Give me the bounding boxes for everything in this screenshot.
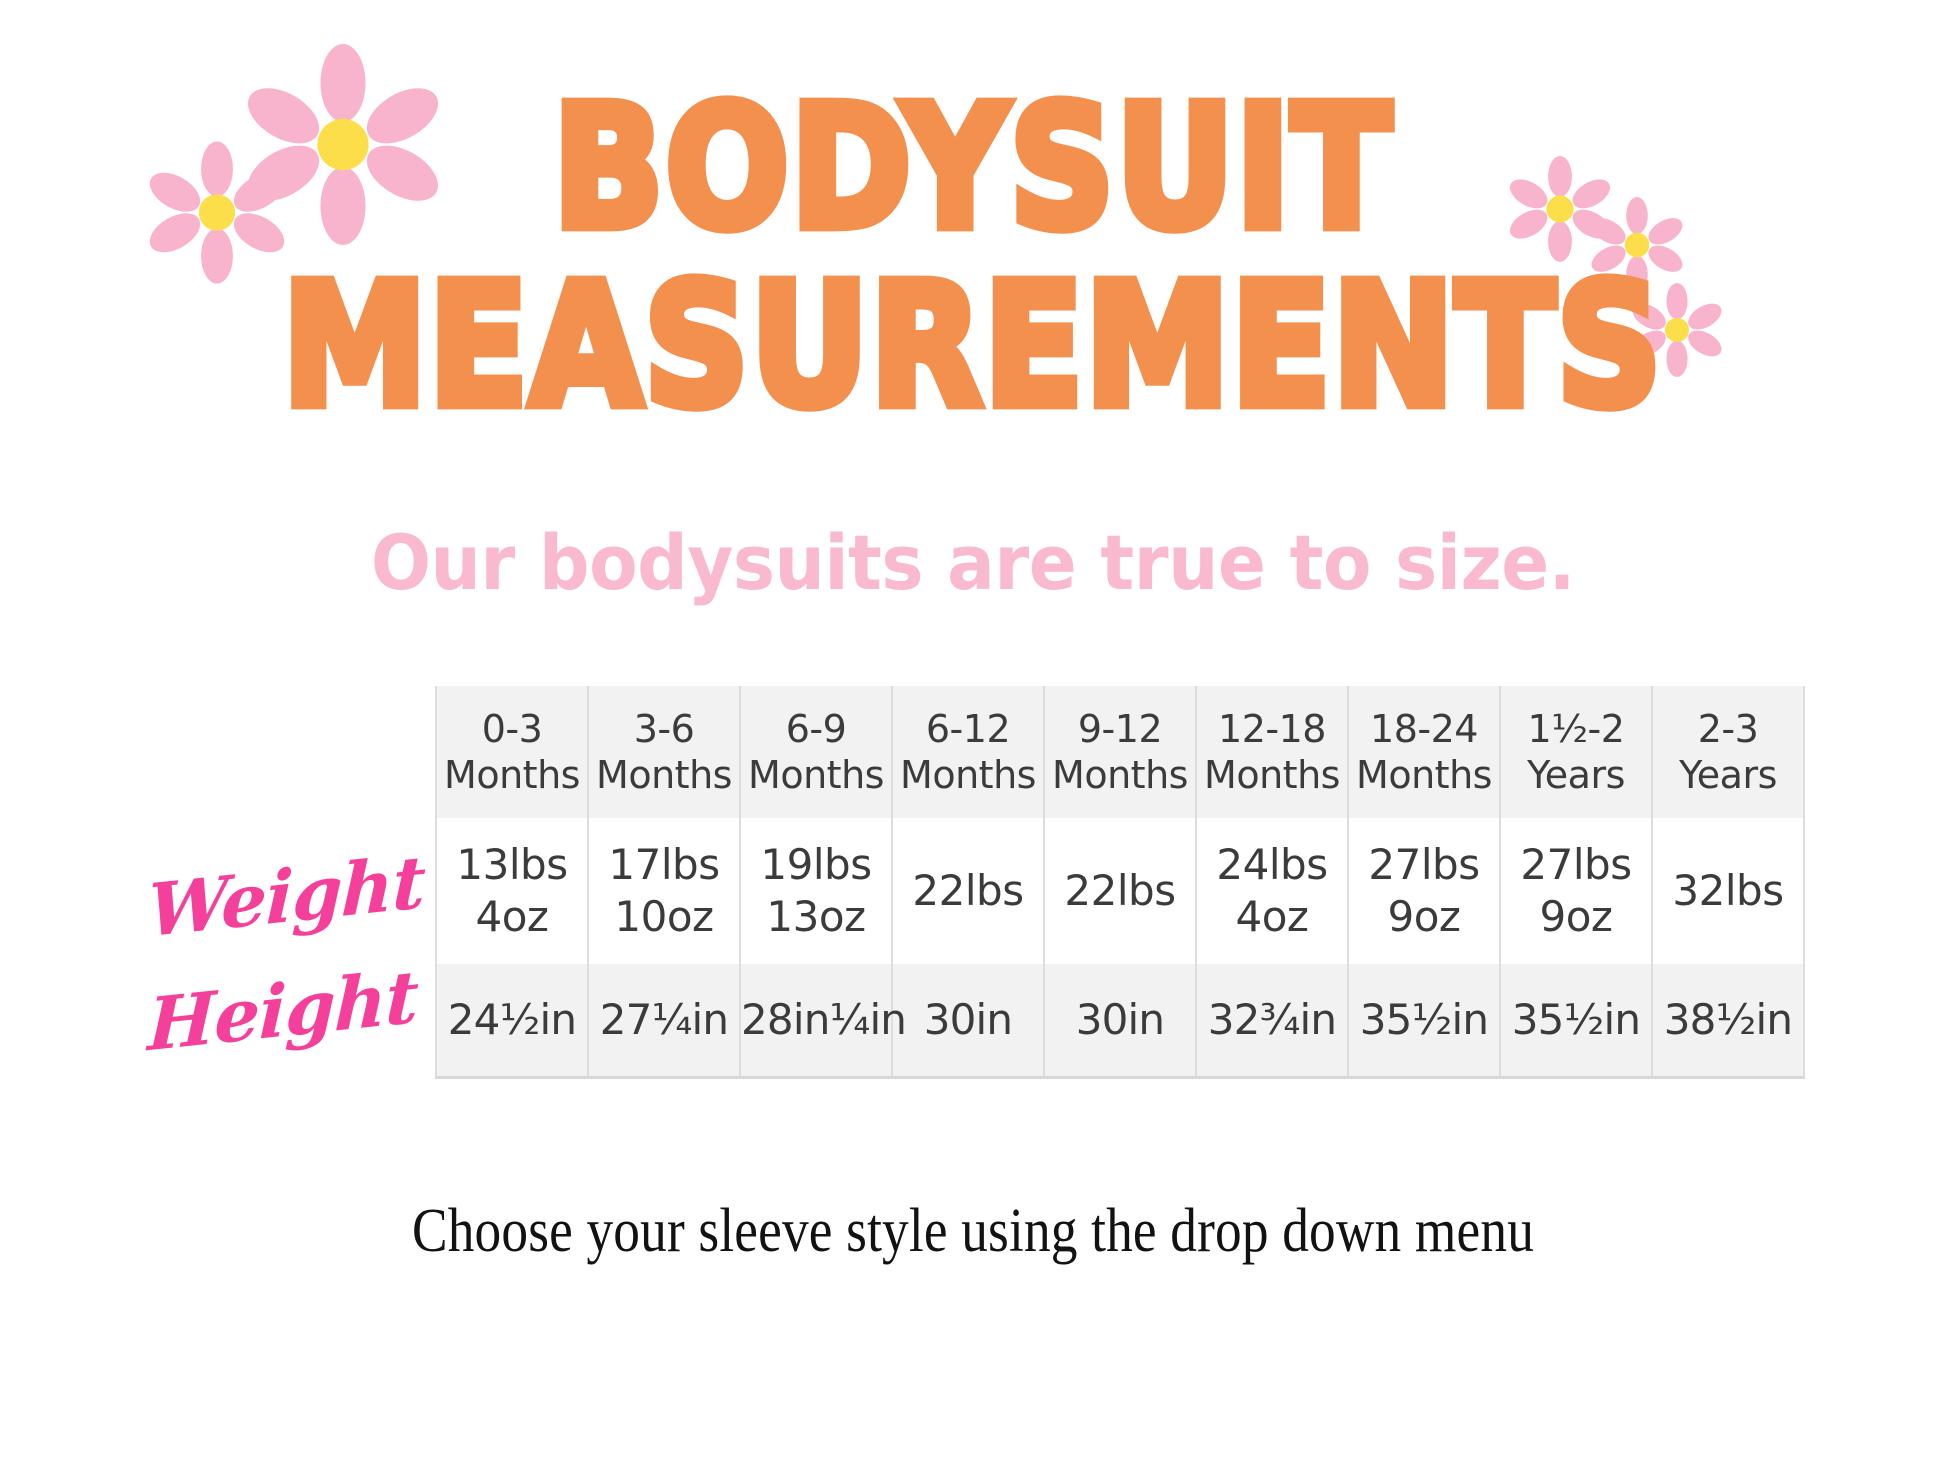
table-height-cell: 24½in: [435, 964, 589, 1079]
weight-lbs: 27lbs: [1368, 839, 1480, 889]
header-size-unit: Months: [1204, 753, 1340, 797]
header-size-unit: Months: [596, 753, 732, 797]
table-header-cell: 18-24 Months: [1347, 686, 1501, 818]
subtitle: Our bodysuits are true to size.: [370, 518, 1576, 607]
measurements-table-wrapper: 0-3 Months 3-6 Months 6-9 Months 6-12 Months 9-1…: [435, 686, 1805, 1079]
table-weight-cell: 17lbs 10oz: [587, 818, 741, 964]
height-row-label: Height: [146, 953, 420, 1068]
weight-lbs: 19lbs: [760, 839, 872, 889]
weight-lbs: 27lbs: [1520, 839, 1632, 889]
weight-lbs: 32lbs: [1672, 865, 1784, 915]
header-size-range: 18-24: [1370, 706, 1478, 751]
header-size-range: 1½-2: [1527, 706, 1625, 751]
table-height-cell: 28in¼in: [739, 964, 907, 1079]
sleeve-style-caption: Choose your sleeve style using the drop …: [411, 1197, 1535, 1265]
table-header-cell: 9-12 Months: [1043, 686, 1197, 818]
table-height-cell: 38½in: [1651, 964, 1805, 1079]
weight-lbs: 24lbs: [1216, 839, 1328, 889]
table-height-cell: 30in: [1043, 964, 1197, 1079]
weight-lbs: 13lbs: [456, 839, 568, 889]
table-weight-cell: 19lbs 13oz: [739, 818, 893, 964]
table-header-cell: 6-9 Months: [739, 686, 893, 818]
header-size-range: 12-18: [1218, 706, 1326, 751]
table-weight-cell: 13lbs 4oz: [435, 818, 589, 964]
header-size-unit: Years: [1527, 753, 1625, 797]
header-size-unit: Months: [748, 753, 884, 797]
weight-row-label: Weight: [146, 838, 427, 954]
table-header-cell: 1½-2 Years: [1499, 686, 1653, 818]
table-header-cell: 12-18 Months: [1195, 686, 1349, 818]
table-weight-cell: 22lbs: [1043, 818, 1197, 964]
header-size-unit: Months: [1356, 753, 1492, 797]
header-size-range: 0-3: [481, 706, 543, 751]
table-height-cell: 35½in: [1347, 964, 1501, 1079]
header-size-range: 6-9: [785, 706, 847, 751]
table-height-cell: 30in: [891, 964, 1045, 1079]
header-size-unit: Months: [1052, 753, 1188, 797]
table-weight-row: 13lbs 4oz 17lbs 10oz 19lbs 13oz 22lbs 22lbs 24lb…: [435, 818, 1805, 964]
weight-oz: 4oz: [475, 892, 549, 941]
measurements-table: 0-3 Months 3-6 Months 6-9 Months 6-12 Months 9-1…: [435, 686, 1805, 1079]
table-header-row: 0-3 Months 3-6 Months 6-9 Months 6-12 Months 9-1…: [435, 686, 1805, 818]
header-size-unit: Years: [1679, 753, 1777, 797]
weight-lbs: 22lbs: [1064, 865, 1176, 915]
weight-oz: 9oz: [1387, 892, 1461, 941]
table-height-cell: 32¾in: [1195, 964, 1349, 1079]
weight-oz: 10oz: [614, 892, 714, 941]
header-size-range: 6-12: [925, 706, 1011, 751]
header-size-range: 2-3: [1697, 706, 1759, 751]
page-title: BODYSUIT MEASUREMENTS: [0, 69, 1946, 436]
table-weight-cell: 27lbs 9oz: [1499, 818, 1653, 964]
table-height-cell: 27¼in: [587, 964, 741, 1079]
table-header-cell: 3-6 Months: [587, 686, 741, 818]
table-height-cell: 35½in: [1499, 964, 1653, 1079]
table-header-cell: 6-12 Months: [891, 686, 1045, 818]
weight-lbs: 17lbs: [608, 839, 720, 889]
table-weight-cell: 22lbs: [891, 818, 1045, 964]
table-header-cell: 0-3 Months: [435, 686, 589, 818]
weight-oz: 4oz: [1235, 892, 1309, 941]
header-size-range: 9-12: [1077, 706, 1163, 751]
title-line-bodysuit: BODYSUIT: [548, 69, 1395, 267]
header-size-unit: Months: [900, 753, 1036, 797]
table-height-row: 24½in 27¼in 28in¼in 30in 30in 32¾in 35½in 35½in…: [435, 964, 1805, 1079]
table-weight-cell: 32lbs: [1651, 818, 1805, 964]
table-weight-cell: 27lbs 9oz: [1347, 818, 1501, 964]
weight-lbs: 22lbs: [912, 865, 1024, 915]
weight-oz: 9oz: [1539, 892, 1613, 941]
table-header-cell: 2-3 Years: [1651, 686, 1805, 818]
header-size-unit: Months: [444, 753, 580, 797]
table-weight-cell: 24lbs 4oz: [1195, 818, 1349, 964]
header-size-range: 3-6: [633, 706, 695, 751]
weight-oz: 13oz: [766, 892, 866, 941]
title-line-measurements: MEASUREMENTS: [278, 248, 1666, 445]
